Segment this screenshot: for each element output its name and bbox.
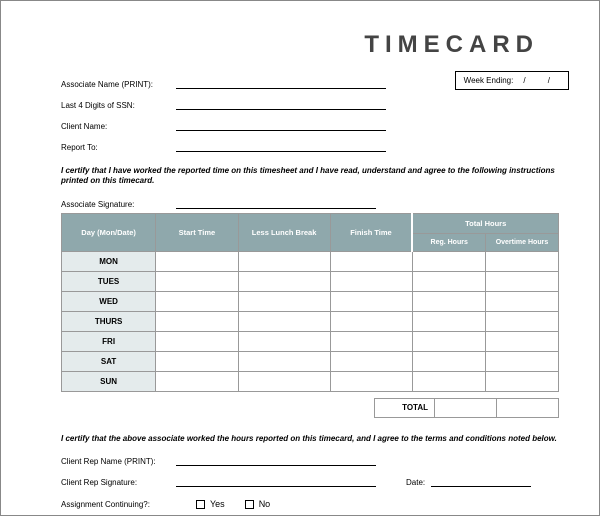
hours-table: Day (Mon/Date) Start Time Less Lunch Bre… bbox=[61, 213, 559, 392]
table-row: TUES bbox=[62, 271, 559, 291]
associate-name-input[interactable] bbox=[176, 77, 386, 89]
hours-cell[interactable] bbox=[330, 371, 412, 391]
hours-cell[interactable] bbox=[238, 251, 330, 271]
report-input[interactable] bbox=[176, 140, 386, 152]
day-cell: THURS bbox=[62, 311, 156, 331]
total-ot-cell[interactable] bbox=[497, 398, 559, 418]
rep-sig-label: Client Rep Signature: bbox=[61, 478, 176, 487]
hours-cell[interactable] bbox=[412, 291, 485, 311]
day-cell: MON bbox=[62, 251, 156, 271]
hours-cell[interactable] bbox=[412, 271, 485, 291]
table-header-row-1: Day (Mon/Date) Start Time Less Lunch Bre… bbox=[62, 213, 559, 233]
day-cell: FRI bbox=[62, 331, 156, 351]
table-row: THURS bbox=[62, 311, 559, 331]
hours-cell[interactable] bbox=[412, 251, 485, 271]
hours-cell[interactable] bbox=[330, 271, 412, 291]
col-day: Day (Mon/Date) bbox=[62, 213, 156, 251]
col-total-hours: Total Hours bbox=[412, 213, 558, 233]
hours-cell[interactable] bbox=[238, 271, 330, 291]
col-start: Start Time bbox=[156, 213, 238, 251]
hours-cell[interactable] bbox=[156, 271, 238, 291]
table-row: MON bbox=[62, 251, 559, 271]
rep-name-label: Client Rep Name (PRINT): bbox=[61, 457, 176, 466]
client-label: Client Name: bbox=[61, 122, 176, 131]
day-cell: WED bbox=[62, 291, 156, 311]
total-reg-cell[interactable] bbox=[435, 398, 497, 418]
no-option[interactable]: No bbox=[245, 499, 271, 509]
yes-checkbox[interactable] bbox=[196, 500, 205, 509]
hours-cell[interactable] bbox=[330, 331, 412, 351]
hours-cell[interactable] bbox=[238, 311, 330, 331]
hours-cell[interactable] bbox=[238, 371, 330, 391]
hours-cell[interactable] bbox=[330, 291, 412, 311]
col-lunch: Less Lunch Break bbox=[238, 213, 330, 251]
rep-name-input[interactable] bbox=[176, 454, 376, 466]
hours-cell[interactable] bbox=[485, 311, 558, 331]
table-row: FRI bbox=[62, 331, 559, 351]
assignment-label: Assignment Continuing?: bbox=[61, 500, 176, 509]
table-row: SAT bbox=[62, 351, 559, 371]
hours-cell[interactable] bbox=[156, 291, 238, 311]
page-title: TIMECARD bbox=[61, 31, 559, 59]
yes-label: Yes bbox=[210, 499, 225, 509]
date-label: Date: bbox=[406, 478, 425, 487]
signature-row: Associate Signature: bbox=[61, 197, 559, 209]
timecard-form: TIMECARD Week Ending: / / Associate Name… bbox=[1, 1, 599, 529]
hours-cell[interactable] bbox=[485, 371, 558, 391]
signature-label: Associate Signature: bbox=[61, 200, 176, 209]
total-row: TOTAL bbox=[61, 398, 559, 418]
hours-cell[interactable] bbox=[330, 351, 412, 371]
rep-sig-input[interactable] bbox=[176, 475, 376, 487]
no-checkbox[interactable] bbox=[245, 500, 254, 509]
hours-cell[interactable] bbox=[485, 331, 558, 351]
hours-table-wrap: Day (Mon/Date) Start Time Less Lunch Bre… bbox=[61, 213, 559, 392]
col-finish: Finish Time bbox=[330, 213, 412, 251]
no-label: No bbox=[259, 499, 271, 509]
table-row: SUN bbox=[62, 371, 559, 391]
hours-cell[interactable] bbox=[238, 351, 330, 371]
hours-cell[interactable] bbox=[156, 251, 238, 271]
hours-cell[interactable] bbox=[156, 371, 238, 391]
table-body: MONTUESWEDTHURSFRISATSUN bbox=[62, 251, 559, 391]
hours-cell[interactable] bbox=[238, 331, 330, 351]
hours-cell[interactable] bbox=[330, 251, 412, 271]
col-ot: Overtime Hours bbox=[485, 233, 558, 251]
hours-cell[interactable] bbox=[412, 351, 485, 371]
hours-cell[interactable] bbox=[485, 351, 558, 371]
hours-cell[interactable] bbox=[238, 291, 330, 311]
hours-cell[interactable] bbox=[412, 371, 485, 391]
signature-input[interactable] bbox=[176, 197, 376, 209]
ssn-input[interactable] bbox=[176, 98, 386, 110]
day-cell: SAT bbox=[62, 351, 156, 371]
hours-cell[interactable] bbox=[485, 251, 558, 271]
hours-cell[interactable] bbox=[156, 311, 238, 331]
hours-cell[interactable] bbox=[156, 331, 238, 351]
certification-1: I certify that I have worked the reporte… bbox=[61, 166, 559, 187]
day-cell: TUES bbox=[62, 271, 156, 291]
client-input[interactable] bbox=[176, 119, 386, 131]
report-label: Report To: bbox=[61, 143, 176, 152]
rep-sig-row: Client Rep Signature: Date: bbox=[61, 475, 559, 487]
total-label: TOTAL bbox=[374, 398, 435, 418]
certification-2: I certify that the above associate worke… bbox=[61, 434, 559, 444]
hours-cell[interactable] bbox=[485, 291, 558, 311]
hours-cell[interactable] bbox=[412, 311, 485, 331]
associate-name-label: Associate Name (PRINT): bbox=[61, 80, 176, 89]
rep-name-row: Client Rep Name (PRINT): bbox=[61, 454, 559, 466]
hours-cell[interactable] bbox=[330, 311, 412, 331]
report-row: Report To: bbox=[61, 140, 559, 152]
hours-cell[interactable] bbox=[156, 351, 238, 371]
ssn-label: Last 4 Digits of SSN: bbox=[61, 101, 176, 110]
ssn-row: Last 4 Digits of SSN: bbox=[61, 98, 559, 110]
col-reg: Reg. Hours bbox=[412, 233, 485, 251]
hours-cell[interactable] bbox=[485, 271, 558, 291]
assignment-row: Assignment Continuing?: Yes No bbox=[61, 499, 559, 509]
associate-name-row: Associate Name (PRINT): bbox=[61, 77, 559, 89]
day-cell: SUN bbox=[62, 371, 156, 391]
hours-cell[interactable] bbox=[412, 331, 485, 351]
yes-option[interactable]: Yes bbox=[196, 499, 225, 509]
table-row: WED bbox=[62, 291, 559, 311]
client-row: Client Name: bbox=[61, 119, 559, 131]
date-input[interactable] bbox=[431, 475, 531, 487]
